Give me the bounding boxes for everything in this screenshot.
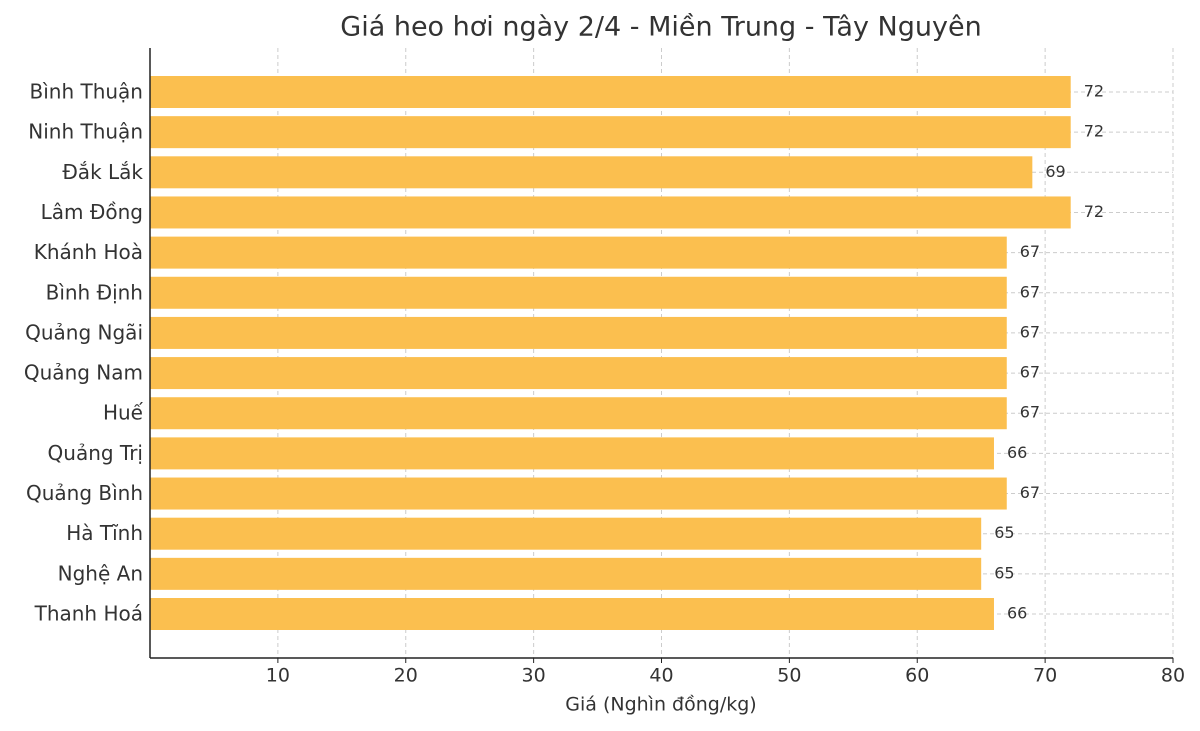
value-label: 72 [1084,202,1104,221]
x-tick-label: 60 [905,665,929,687]
y-tick-label: Quảng Trị [48,441,143,465]
x-tick-label: 20 [394,665,418,687]
y-tick-label: Hà Tĩnh [66,521,143,545]
bar [150,196,1071,229]
value-label: 67 [1020,242,1040,261]
y-tick-label: Lâm Đồng [41,200,143,224]
value-label: 67 [1020,363,1040,382]
x-axis-label: Giá (Nghìn đồng/kg) [565,694,756,716]
value-label: 67 [1020,282,1040,301]
bar [150,316,1007,349]
bar [150,598,994,630]
bar [150,517,982,550]
bar [150,276,1007,309]
value-label: 72 [1084,82,1104,101]
y-tick-label: Quảng Ngãi [25,320,143,344]
bar [150,116,1071,149]
value-label: 67 [1020,483,1040,502]
y-tick-label: Huế [103,401,144,425]
y-tick-label: Ninh Thuận [28,120,143,144]
x-tick-label: 70 [1033,665,1057,687]
bar [150,477,1007,510]
value-label: 67 [1020,322,1040,341]
y-tick-label: Quảng Bình [26,481,143,505]
bar [150,357,1007,390]
bar [150,156,1033,189]
bar [150,557,982,590]
x-tick-label: 80 [1161,665,1185,687]
value-label: 65 [994,563,1014,582]
y-tick-label: Đắk Lắk [62,160,143,184]
bar [150,437,994,470]
x-tick-label: 40 [649,665,673,687]
x-tick-label: 10 [266,665,290,687]
value-label: 66 [1007,604,1027,623]
value-label: 69 [1045,162,1065,181]
y-tick-label: Thanh Hoá [34,602,143,626]
bar [150,397,1007,430]
bar [150,76,1071,108]
value-label: 72 [1084,122,1104,141]
x-tick-label: 50 [777,665,801,687]
value-label: 67 [1020,403,1040,422]
y-tick-label: Nghệ An [58,561,143,585]
y-tick-label: Quảng Nam [24,361,143,385]
value-label: 66 [1007,443,1027,462]
y-tick-label: Bình Thuận [30,80,144,104]
bar [150,236,1007,269]
y-tick-label: Bình Định [46,280,143,304]
y-tick-label: Khánh Hoà [34,240,143,264]
chart-title: Giá heo hơi ngày 2/4 - Miền Trung - Tây … [340,12,981,43]
x-tick-label: 30 [522,665,546,687]
value-label: 65 [994,523,1014,542]
